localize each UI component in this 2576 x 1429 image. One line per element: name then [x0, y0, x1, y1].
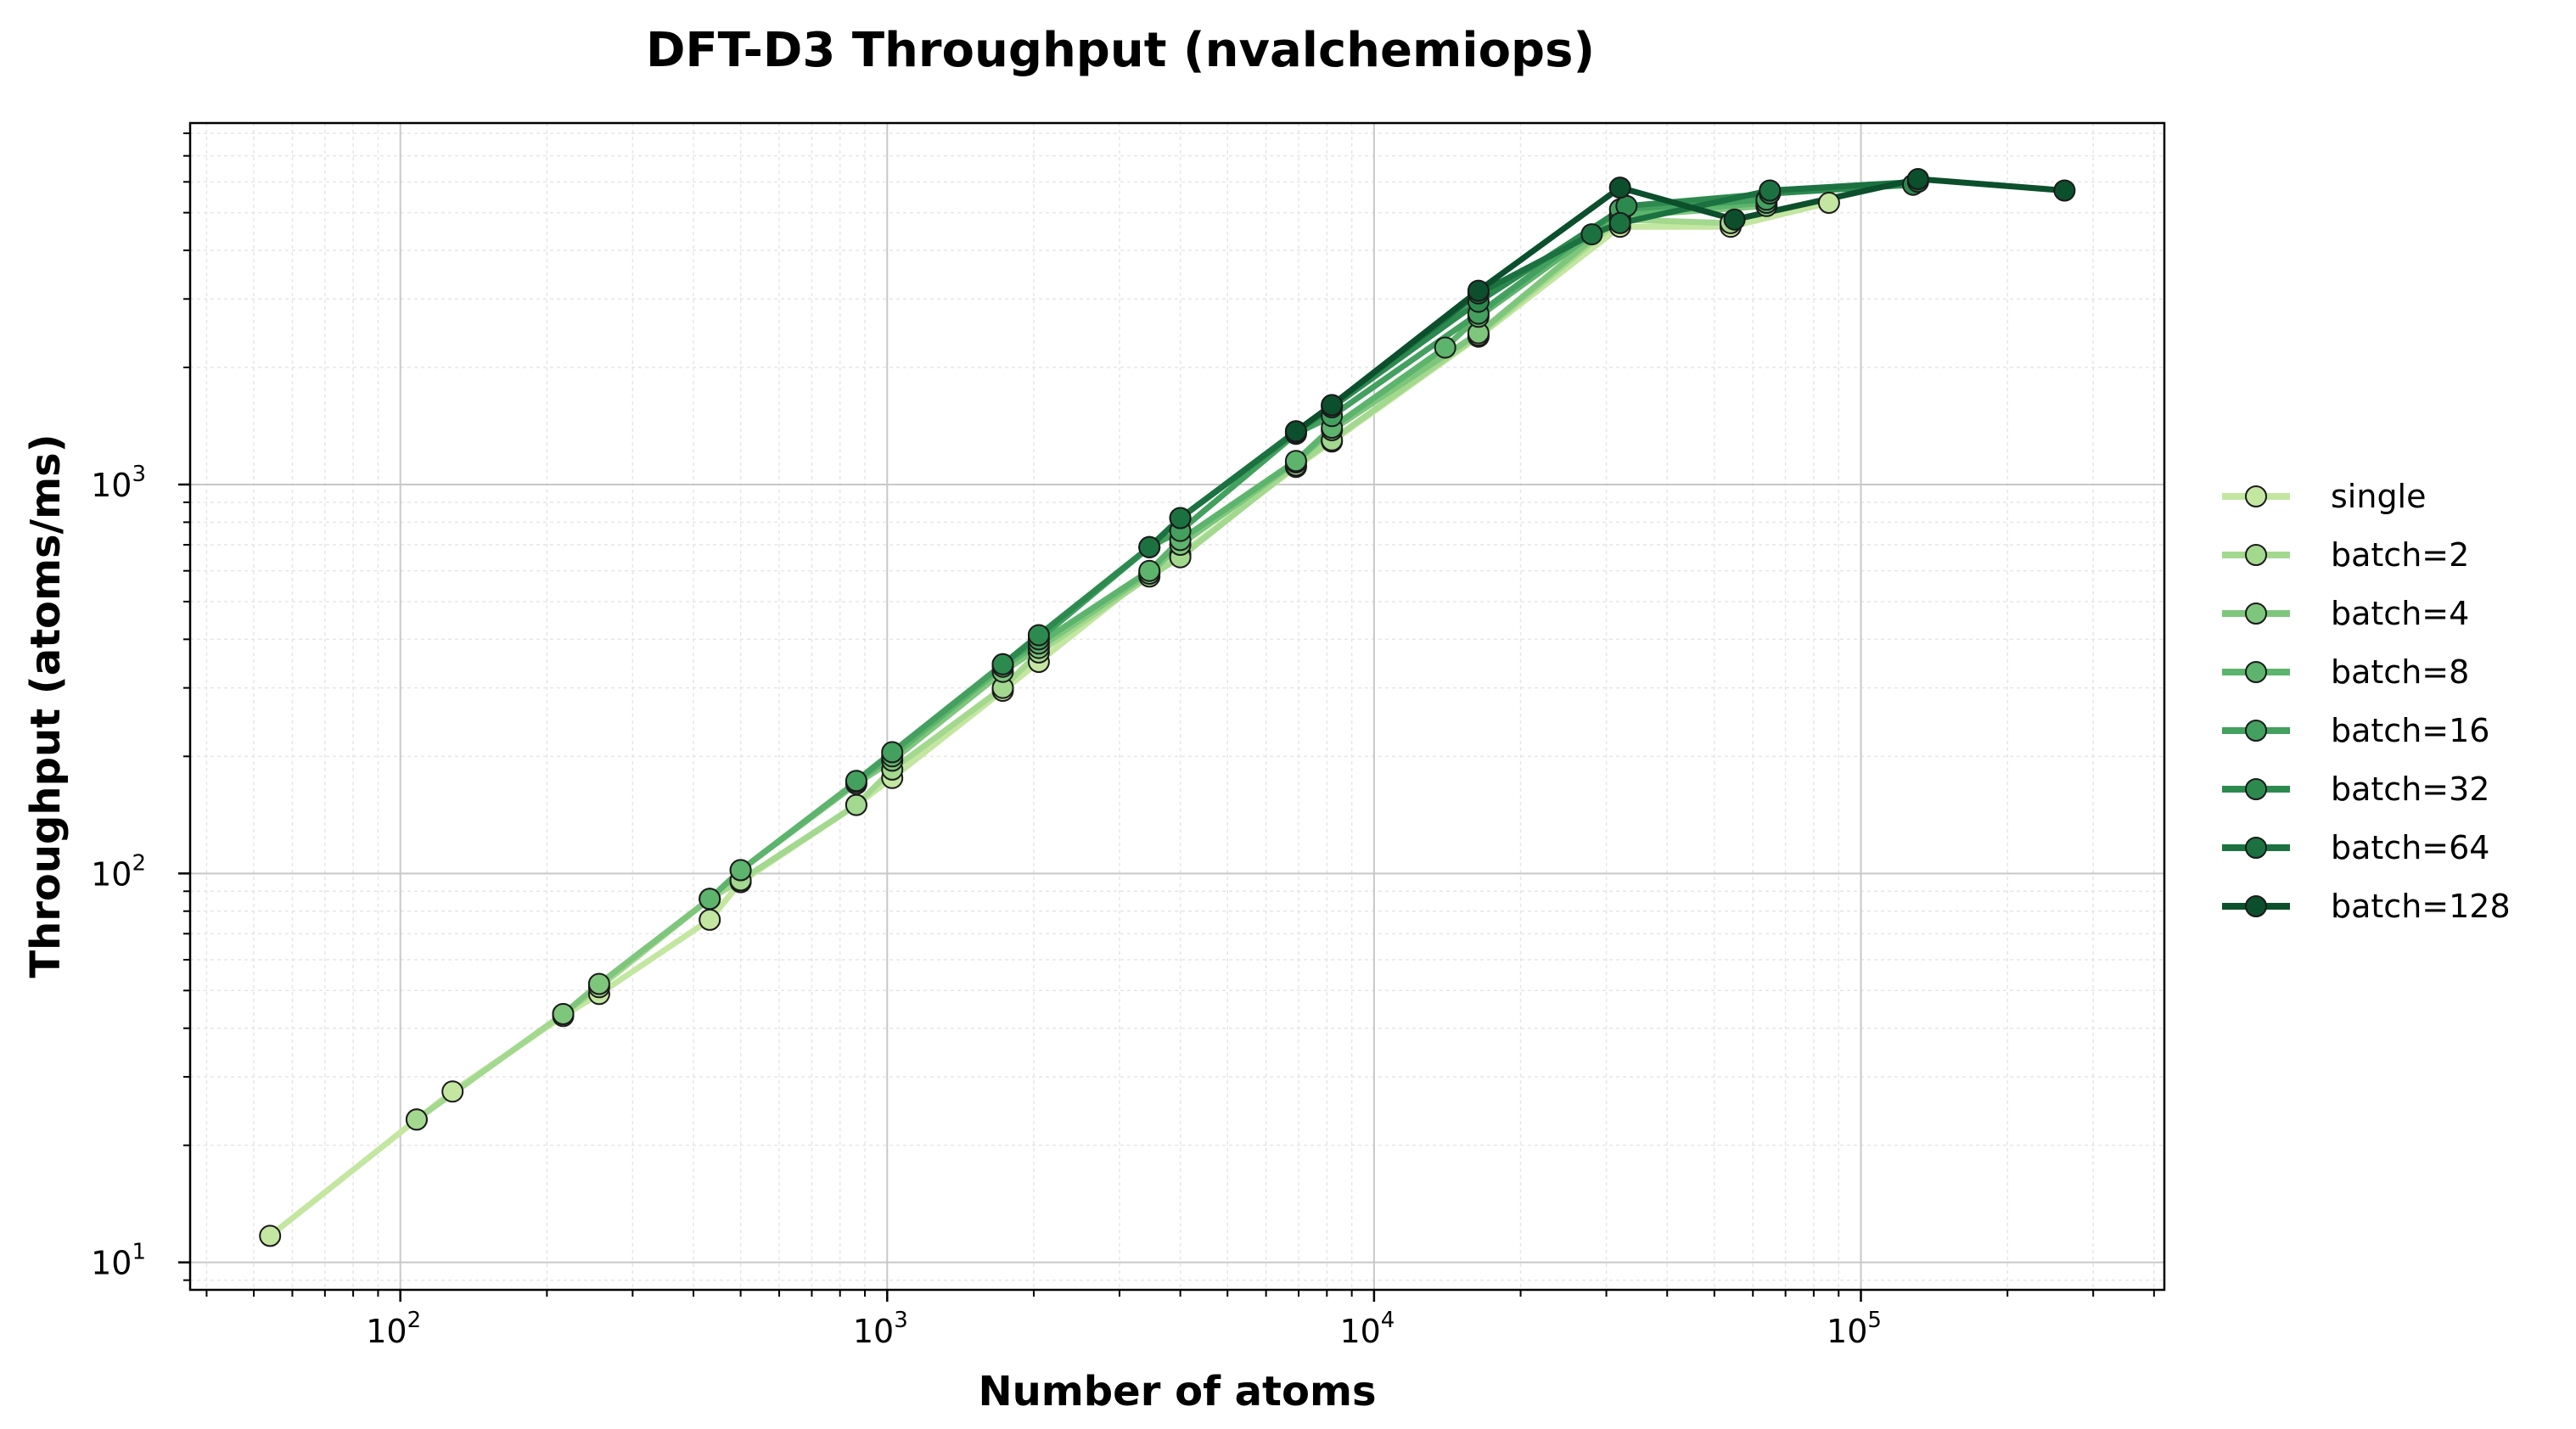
- x-tick-exponent: 4: [1381, 1308, 1395, 1333]
- data-point: [1434, 336, 1456, 359]
- legend: single batch=2 batch=4 batch=8 batch=16 batch…: [2222, 478, 2511, 925]
- data-point: [1608, 211, 1631, 234]
- data-point: [881, 741, 904, 764]
- data-point: [405, 1108, 428, 1131]
- legend-label: batch=16: [2331, 712, 2489, 749]
- chart-title: DFT-D3 Throughput (nvalchemiops): [646, 23, 1595, 78]
- data-point: [587, 972, 610, 995]
- data-point: [552, 1003, 575, 1025]
- y-axis-label: Throughput (atoms/ms): [22, 434, 70, 978]
- x-tick-base: 10: [366, 1313, 407, 1350]
- data-point: [441, 1080, 464, 1103]
- x-tick-base: 10: [853, 1313, 894, 1350]
- data-point: [729, 859, 752, 882]
- y-tick-exponent: 1: [132, 1240, 146, 1265]
- legend-marker: [2245, 661, 2267, 683]
- data-point: [845, 793, 867, 816]
- legend-label: batch=4: [2331, 595, 2469, 632]
- data-point: [991, 653, 1014, 675]
- x-tick-exponent: 2: [407, 1308, 422, 1333]
- x-tick-base: 10: [1827, 1313, 1867, 1350]
- legend-marker: [2245, 837, 2267, 859]
- x-tick-label: 103: [853, 1308, 908, 1350]
- x-tick-exponent: 3: [894, 1308, 908, 1333]
- legend-marker: [2245, 485, 2267, 507]
- data-point: [699, 888, 721, 911]
- data-point: [1169, 507, 1192, 530]
- data-point: [1906, 168, 1929, 190]
- data-point: [1723, 208, 1746, 231]
- data-point: [845, 770, 867, 793]
- data-point: [1284, 450, 1307, 473]
- legend-marker: [2245, 602, 2267, 625]
- data-point: [1608, 177, 1631, 199]
- x-tick-label: 104: [1339, 1308, 1395, 1350]
- y-tick-label: 103: [91, 462, 146, 504]
- y-tick-label: 102: [91, 850, 146, 893]
- data-point: [1817, 192, 1840, 214]
- data-point: [1321, 394, 1344, 417]
- y-tick-base: 10: [91, 1245, 132, 1282]
- legend-marker: [2245, 720, 2267, 742]
- data-point: [1580, 223, 1603, 246]
- x-tick-label: 105: [1827, 1308, 1882, 1350]
- x-tick-base: 10: [1339, 1313, 1380, 1350]
- y-tick-base: 10: [91, 467, 132, 504]
- data-point: [1138, 559, 1161, 582]
- data-point: [1027, 624, 1050, 647]
- y-tick-base: 10: [91, 855, 132, 893]
- y-tick-exponent: 3: [132, 462, 146, 487]
- data-point: [259, 1224, 282, 1247]
- series-points: [259, 168, 2076, 1247]
- legend-marker: [2245, 544, 2267, 566]
- legend-label: single: [2331, 478, 2427, 515]
- grid: [190, 123, 2164, 1290]
- legend-label: batch=8: [2331, 653, 2469, 691]
- x-axis-label: Number of atoms: [978, 1368, 1376, 1415]
- data-point: [1759, 179, 1782, 202]
- plot-frame: [188, 121, 2166, 1292]
- legend-marker: [2245, 895, 2267, 917]
- legend-label: batch=128: [2331, 888, 2511, 925]
- data-point: [2053, 179, 2076, 202]
- x-tick-exponent: 5: [1867, 1308, 1882, 1333]
- legend-label: batch=2: [2331, 536, 2469, 574]
- data-point: [1284, 420, 1307, 443]
- data-point: [1467, 279, 1490, 302]
- y-tick-exponent: 2: [132, 850, 146, 876]
- legend-label: batch=32: [2331, 771, 2489, 808]
- x-tick-label: 102: [366, 1308, 421, 1350]
- legend-label: batch=64: [2331, 829, 2489, 866]
- y-tick-label: 101: [91, 1240, 146, 1282]
- data-point: [699, 908, 721, 931]
- legend-marker: [2245, 778, 2267, 800]
- data-point: [1138, 535, 1161, 558]
